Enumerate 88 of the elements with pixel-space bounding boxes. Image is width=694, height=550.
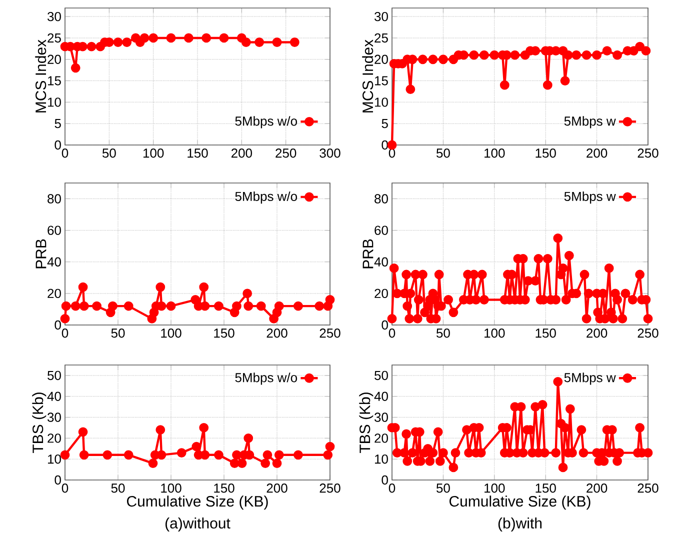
y-tick-label: 15: [375, 76, 388, 86]
x-tick-label: 250: [638, 484, 658, 493]
y-tick-label: 60: [48, 226, 61, 235]
x-tick-label: 50: [436, 148, 450, 158]
x-tick-label: 50: [436, 328, 450, 338]
x-tick-label: 200: [586, 328, 608, 338]
x-tick-label: 250: [638, 148, 658, 158]
y-axis-title: TBS (Kb): [32, 392, 46, 454]
x-tick-label: 200: [586, 484, 608, 493]
x-tick-label: 200: [266, 328, 288, 338]
y-axis-title: MCS Index: [362, 40, 374, 112]
x-tick-label: 150: [214, 484, 234, 493]
y-axis-title: TBS (Kb): [359, 392, 374, 454]
y-axis-title: PRB: [362, 239, 374, 268]
x-tick-label: 100: [161, 484, 182, 493]
x-tick-label: 50: [111, 484, 125, 493]
y-tick-label: 10: [375, 98, 388, 107]
legend-label: 5Mbps w/o: [235, 116, 298, 128]
x-tick-label: 200: [586, 148, 608, 158]
y-tick-label: 0: [54, 140, 61, 150]
x-tick-label: 200: [231, 148, 252, 158]
y-tick-label: 20: [48, 54, 61, 64]
legend-label: 5Mbps w/o: [235, 372, 298, 385]
y-tick-label: 5: [382, 119, 388, 128]
y-tick-label: 40: [47, 257, 61, 266]
x-tick-label: 50: [436, 484, 450, 493]
x-tick-label: 0: [62, 148, 68, 158]
x-tick-label: 250: [638, 328, 658, 338]
y-tick-label: 60: [374, 226, 388, 235]
y-tick-label: 20: [48, 288, 61, 298]
y-tick-label: 30: [374, 12, 388, 22]
x-tick-label: 50: [111, 328, 125, 338]
y-tick-label: 20: [48, 434, 61, 443]
y-tick-label: 30: [48, 412, 61, 422]
x-tick-label: 200: [266, 484, 288, 493]
y-tick-label: 25: [374, 33, 388, 43]
x-axis-title: Cumulative Size (KB): [450, 496, 590, 510]
y-tick-label: 50: [48, 370, 61, 380]
y-tick-label: 30: [48, 12, 61, 22]
y-tick-label: 20: [374, 288, 388, 298]
x-tick-label: 300: [320, 148, 340, 158]
x-tick-label: 100: [143, 148, 164, 158]
x-tick-label: 0: [62, 484, 68, 493]
y-tick-label: 80: [48, 194, 61, 204]
x-tick-label: 100: [161, 328, 182, 338]
y-tick-label: 15: [48, 76, 61, 86]
y-tick-label: 20: [374, 54, 388, 64]
y-tick-label: 0: [382, 140, 388, 150]
y-tick-label: 40: [374, 392, 388, 401]
x-tick-label: 0: [388, 328, 396, 338]
y-tick-label: 40: [374, 257, 388, 266]
x-tick-label: 150: [536, 328, 556, 338]
y-tick-label: 20: [374, 434, 388, 443]
x-tick-label: 250: [320, 484, 340, 493]
legend-label: 5Mbps w: [564, 116, 616, 128]
text: (b)with: [498, 518, 542, 532]
x-tick-label: 150: [536, 484, 556, 493]
x-tick-label: 0: [62, 328, 68, 338]
y-tick-label: 30: [374, 412, 388, 422]
x-tick-label: 150: [188, 148, 208, 158]
legend-label: 5Mbps w/o: [235, 191, 298, 204]
text: (a)without: [165, 518, 230, 532]
y-tick-label: 0: [54, 475, 61, 485]
y-axis-title: PRB: [36, 239, 46, 268]
x-tick-label: 100: [484, 328, 505, 338]
y-tick-label: 50: [374, 370, 388, 380]
y-axis-title: MCS Index: [35, 40, 46, 112]
y-tick-label: 5: [54, 119, 61, 128]
x-tick-label: 250: [320, 328, 340, 338]
y-tick-label: 40: [47, 392, 61, 401]
x-tick-label: 50: [102, 148, 116, 158]
y-tick-label: 0: [382, 475, 388, 485]
y-tick-label: 0: [54, 320, 61, 330]
legend-label: 5Mbps w: [564, 372, 616, 385]
x-tick-label: 250: [276, 148, 296, 158]
x-axis-title: Cumulative Size (KB): [127, 496, 268, 510]
x-tick-label: 100: [484, 148, 505, 158]
y-tick-label: 0: [382, 320, 388, 330]
y-tick-label: 10: [375, 454, 388, 464]
x-tick-label: 150: [214, 328, 234, 338]
y-tick-label: 10: [48, 98, 61, 107]
x-tick-label: 100: [484, 484, 505, 493]
x-tick-label: 0: [388, 484, 396, 493]
legend-label: 5Mbps w: [564, 191, 616, 204]
y-tick-label: 25: [48, 33, 61, 43]
y-tick-label: 80: [374, 194, 388, 204]
x-tick-label: 150: [536, 148, 556, 158]
y-tick-label: 10: [48, 454, 61, 464]
